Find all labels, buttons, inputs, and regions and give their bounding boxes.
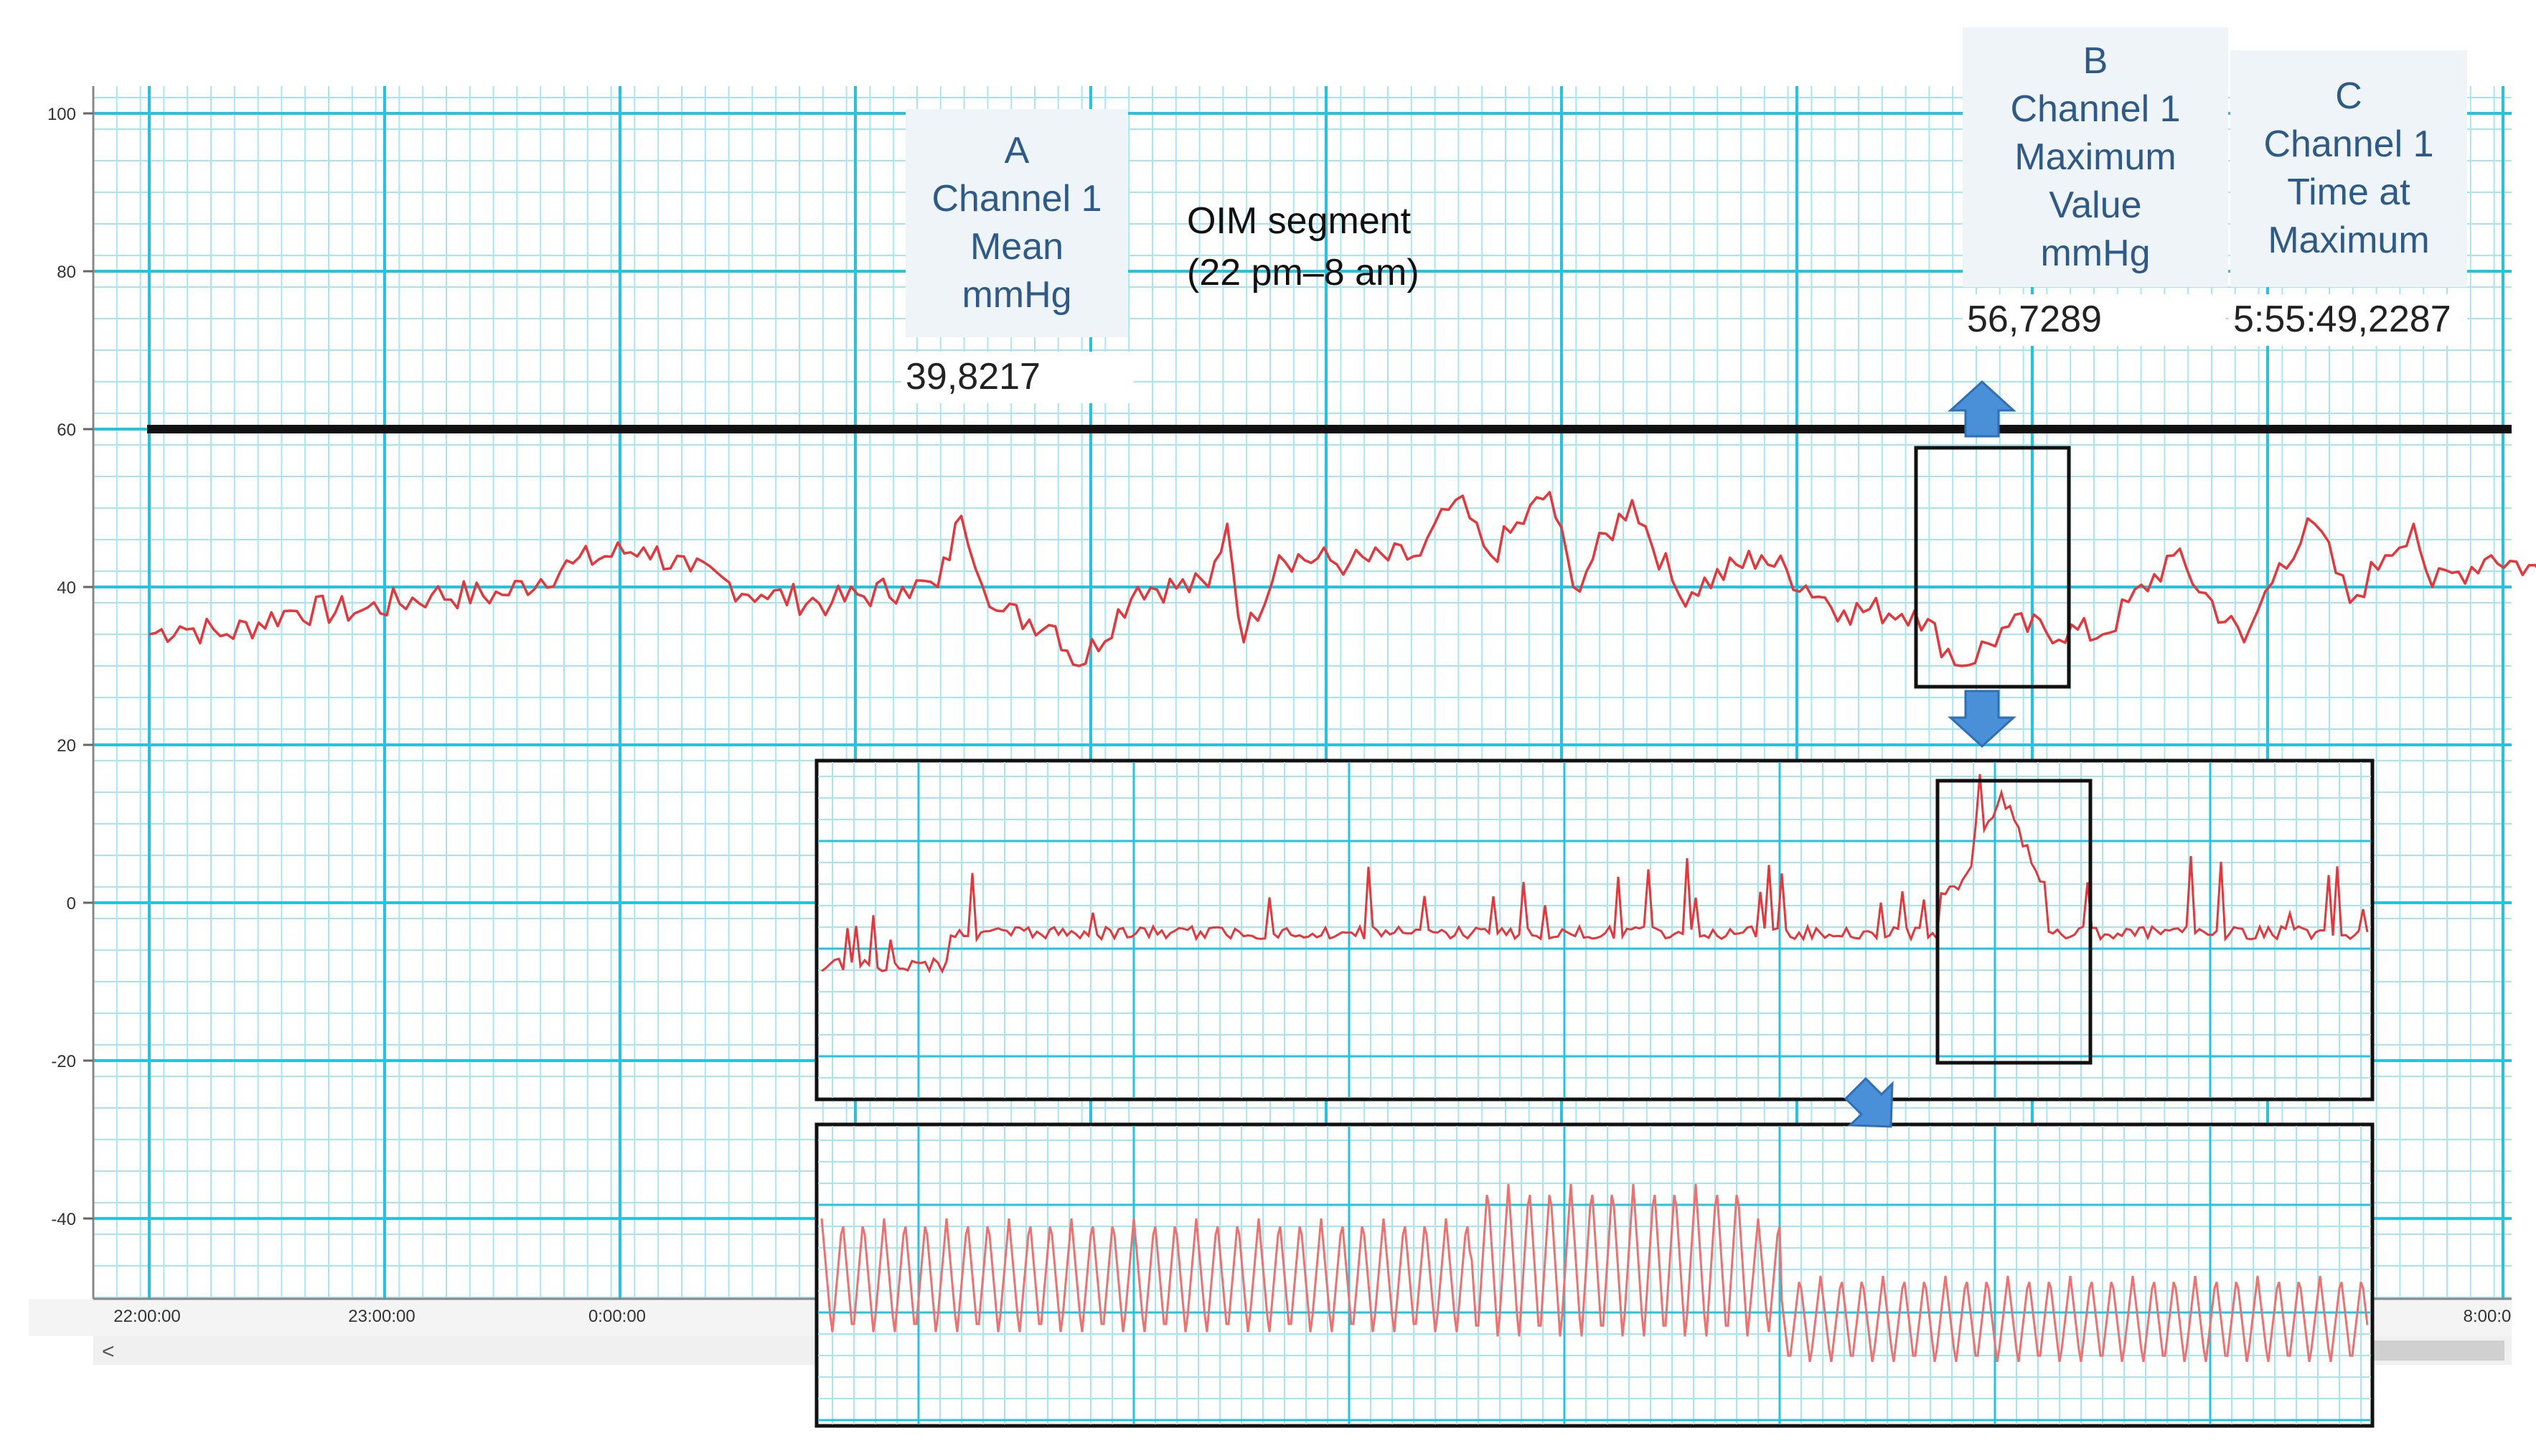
column-b-header: B Channel 1 Maximum Value mmHg bbox=[1963, 27, 2228, 287]
inset2-grid bbox=[818, 1126, 2371, 1424]
scroll-left-arrow[interactable]: < bbox=[102, 1340, 115, 1363]
oim-segment-label: OIM segment (22 pm–8 am) bbox=[1187, 195, 1419, 299]
x-tick-label: 8:00:0 bbox=[2464, 1307, 2512, 1326]
column-a-line3: mmHg bbox=[962, 274, 1072, 316]
y-tick-label: 40 bbox=[57, 578, 76, 598]
column-b-line3: Value bbox=[2049, 184, 2142, 226]
peak-highlight-box bbox=[1914, 446, 2071, 689]
column-c-line1: Channel 1 bbox=[2263, 123, 2434, 165]
column-a-value: 39,8217 bbox=[901, 352, 1134, 403]
column-b-line4: mmHg bbox=[2040, 232, 2151, 274]
y-tick-label: 100 bbox=[47, 105, 76, 124]
x-tick-label: 23:00:00 bbox=[348, 1307, 415, 1326]
column-a-line1: Channel 1 bbox=[931, 178, 1102, 220]
column-b-line2: Maximum bbox=[2014, 136, 2176, 178]
inset1-grid bbox=[818, 762, 2371, 1098]
arrow-diagonal-icon bbox=[1844, 1076, 1894, 1128]
inset1-highlight-box bbox=[1935, 779, 2093, 1065]
column-c-line2: Time at bbox=[2287, 172, 2410, 213]
x-tick-labels: 22:00:00 23:00:00 0:00:00 8:00:0 bbox=[113, 1307, 2511, 1326]
column-a-header: A Channel 1 Mean mmHg bbox=[906, 109, 1128, 337]
column-a-line2: Mean bbox=[969, 226, 1064, 268]
y-tick-label: 20 bbox=[57, 736, 76, 756]
inset2-trace bbox=[820, 1183, 2369, 1362]
column-c-line3: Maximum bbox=[2268, 220, 2430, 261]
y-tick-label: -20 bbox=[51, 1052, 76, 1071]
column-c-letter: C bbox=[2335, 75, 2362, 117]
inset1-trace bbox=[821, 774, 2369, 974]
main-pressure-trace bbox=[149, 491, 2536, 667]
column-b-letter: B bbox=[2082, 39, 2108, 82]
zoom-inset-1 bbox=[814, 758, 2375, 1102]
column-a-letter: A bbox=[1004, 130, 1030, 172]
y-tick-label: 0 bbox=[67, 894, 76, 913]
oim-label-line1: OIM segment bbox=[1187, 200, 1412, 242]
arrow-up-icon bbox=[1948, 380, 2016, 438]
x-tick-label: 0:00:00 bbox=[588, 1307, 646, 1326]
x-tick-label: 22:00:00 bbox=[113, 1307, 180, 1326]
y-tick-label: 60 bbox=[57, 421, 76, 440]
y-tick-label: 80 bbox=[57, 263, 76, 282]
column-c-header: C Channel 1 Time at Maximum bbox=[2230, 50, 2467, 287]
column-b-line1: Channel 1 bbox=[2010, 88, 2181, 130]
column-b-value: 56,7289 bbox=[1963, 294, 2225, 346]
column-c-value: 5:55:49,2287 bbox=[2229, 294, 2467, 346]
y-tick-label: -40 bbox=[51, 1210, 76, 1229]
arrow-down-icon bbox=[1948, 690, 2016, 748]
zoom-inset-2 bbox=[814, 1122, 2375, 1428]
y-tick-labels: 100 80 60 40 20 0 -20 -40 bbox=[47, 105, 93, 1229]
oim-label-line2: (22 pm–8 am) bbox=[1187, 252, 1419, 293]
